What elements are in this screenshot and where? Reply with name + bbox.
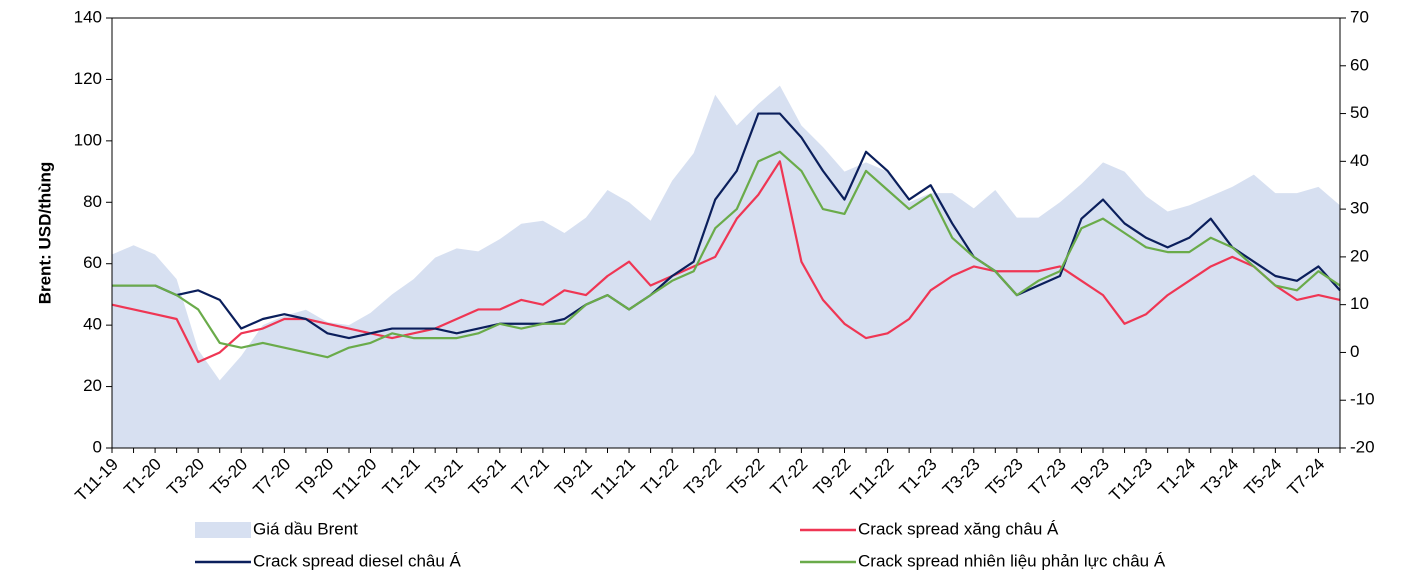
y-tick-label: 80 <box>83 192 102 211</box>
legend-swatch <box>195 522 251 538</box>
y2-tick-label: 30 <box>1350 199 1369 218</box>
y2-tick-label: 10 <box>1350 294 1369 313</box>
y2-tick-label: -20 <box>1350 437 1375 456</box>
x-tick-label: T11-22 <box>847 455 898 506</box>
legend-label: Crack spread diesel châu Á <box>253 551 462 570</box>
y2-tick-label: -10 <box>1350 390 1375 409</box>
x-tick-label: T11-20 <box>330 455 381 506</box>
x-tick-label: T7-24 <box>1284 455 1329 500</box>
y-tick-label: 20 <box>83 376 102 395</box>
y-axis-label: Brent: USD/thùng <box>35 162 54 305</box>
x-tick-label: T1-20 <box>120 455 165 500</box>
x-tick-label: T3-22 <box>680 455 725 500</box>
x-tick-label: T7-23 <box>1025 455 1070 500</box>
y-tick-label: 40 <box>83 315 102 334</box>
y-tick-label: 140 <box>74 7 102 26</box>
y2-tick-label: 20 <box>1350 246 1369 265</box>
x-tick-label: T3-23 <box>939 455 984 500</box>
x-tick-label: T5-22 <box>723 455 768 500</box>
y2-tick-label: 60 <box>1350 55 1369 74</box>
plot-frame <box>111 17 1341 449</box>
line <box>111 160 1341 364</box>
y2-tick-label: 70 <box>1350 7 1369 26</box>
x-tick-label: T1-24 <box>1154 455 1199 500</box>
x-tick-label: T5-21 <box>465 455 510 500</box>
y-tick-label: 100 <box>74 130 102 149</box>
x-tick-label: T1-21 <box>379 455 424 500</box>
x-tick-label: T1-23 <box>896 455 941 500</box>
x-tick-label: T11-19 <box>71 455 122 506</box>
x-tick-label: T5-24 <box>1241 455 1286 500</box>
x-tick-label: T11-23 <box>1105 455 1156 506</box>
x-tick-label: T5-20 <box>206 455 251 500</box>
line <box>112 150 1341 359</box>
line <box>112 112 1341 340</box>
area <box>112 85 1340 449</box>
y2-tick-label: 50 <box>1350 103 1369 122</box>
x-tick-label: T3-21 <box>422 455 467 500</box>
x-tick-label: T3-20 <box>163 455 208 500</box>
x-tick-label: T5-23 <box>982 455 1027 500</box>
x-tick-label: T7-22 <box>767 455 812 500</box>
y-tick-label: 0 <box>93 437 102 456</box>
x-tick-label: T3-24 <box>1197 455 1242 500</box>
y-tick-label: 120 <box>74 69 102 88</box>
y-tick-label: 60 <box>83 253 102 272</box>
legend-label: Crack spread xăng châu Á <box>858 519 1059 538</box>
x-tick-label: T7-21 <box>508 455 553 500</box>
x-tick-label: T11-21 <box>588 455 639 506</box>
y2-tick-label: 0 <box>1350 342 1359 361</box>
y2-tick-label: 40 <box>1350 151 1369 170</box>
x-tick-label: T7-20 <box>250 455 295 500</box>
x-tick-label: T1-22 <box>637 455 682 500</box>
legend-label: Crack spread nhiên liệu phản lực châu Á <box>858 551 1166 570</box>
legend-label: Giá dầu Brent <box>253 519 358 538</box>
